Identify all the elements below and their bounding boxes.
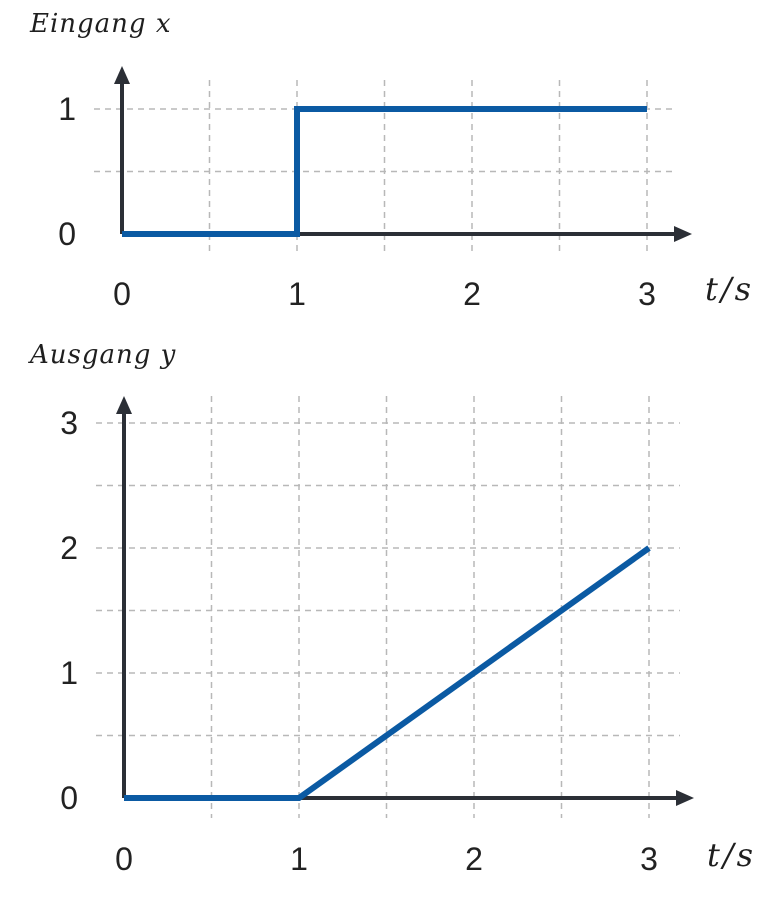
input-y-tick-label: 1: [58, 91, 76, 127]
input-series-line: [122, 106, 647, 237]
output-y-axis-arrow: [116, 396, 132, 414]
input-x-axis-label: t/s: [705, 270, 754, 308]
input-x-tick-label: 0: [113, 276, 131, 312]
output-series: [124, 545, 651, 801]
output-x-axis-arrow: [676, 790, 694, 806]
input-y-ticks: 01: [58, 91, 76, 252]
output-x-ticks: 0 1 2 3: [115, 841, 658, 877]
input-x-tick-label: 1: [288, 276, 306, 312]
output-y-tick-label: 2: [60, 530, 78, 566]
input-x-tick-label: 3: [638, 276, 656, 312]
output-x-tick-label: 3: [640, 841, 658, 877]
output-y-tick-label: 0: [60, 780, 78, 816]
output-chart-title: Ausgang y: [28, 340, 176, 370]
output-x-axis-label: t/s: [707, 836, 756, 874]
output-y-ticks: 0 1 2 3: [60, 405, 78, 816]
input-y-axis-arrow: [114, 66, 130, 84]
output-x-tick-label: 0: [115, 841, 133, 877]
input-y-tick-label: 0: [58, 216, 76, 252]
output-chart: Ausgang y 0 1 2 3 0 1 2 3 t/s: [28, 340, 756, 877]
output-y-tick-label: 1: [60, 655, 78, 691]
output-axes: [116, 396, 694, 806]
input-axes: [114, 66, 692, 242]
output-x-tick-label: 2: [465, 841, 483, 877]
input-x-ticks: 0 1 2 3: [113, 276, 656, 312]
input-chart-title: Eingang x: [29, 9, 172, 39]
input-series: [122, 106, 647, 237]
input-x-axis-arrow: [674, 226, 692, 242]
output-series-line: [124, 545, 651, 801]
output-y-tick-label: 3: [60, 405, 78, 441]
output-grid: [96, 396, 680, 818]
input-x-tick-label: 2: [463, 276, 481, 312]
output-x-tick-label: 1: [290, 841, 308, 877]
